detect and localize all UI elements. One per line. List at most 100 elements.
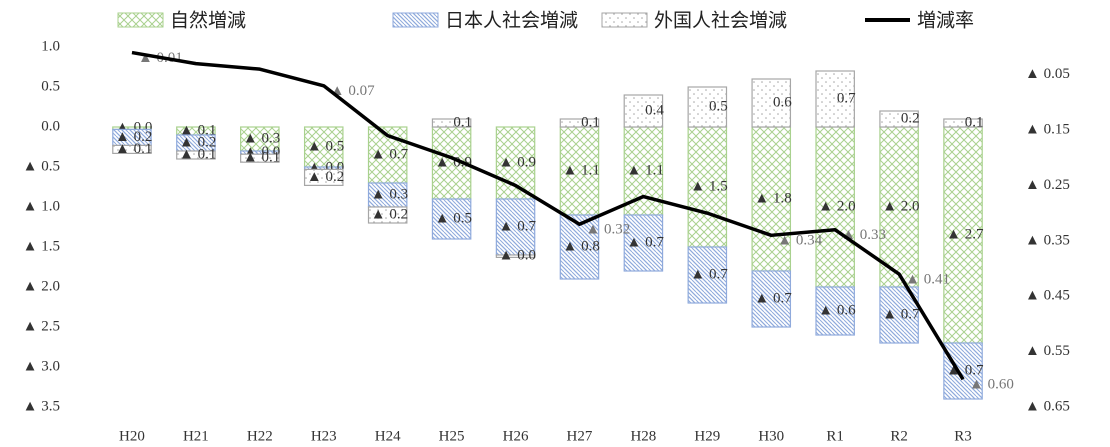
y-tick-label: 1.0 xyxy=(41,38,60,54)
data-label: 0.1 xyxy=(453,114,472,130)
data-label: 0.7 xyxy=(837,90,856,106)
data-label: ▲ 0.7 xyxy=(690,266,728,282)
data-label: ▲ 0.9 xyxy=(435,154,472,170)
data-label: 0.4 xyxy=(645,102,664,118)
legend-label: 増減率 xyxy=(917,10,974,32)
bar xyxy=(112,144,152,154)
x-tick-label: H25 xyxy=(439,428,465,444)
bar xyxy=(431,198,472,240)
bar xyxy=(815,286,855,336)
y2-tick-label: ▲ 0.65 xyxy=(1025,398,1070,414)
data-label: ▲ 0.1 xyxy=(243,150,280,166)
bar xyxy=(943,118,983,128)
x-tick-label: H27 xyxy=(567,428,593,444)
bar xyxy=(879,110,919,128)
data-label: ▲ 1.1 xyxy=(626,162,663,178)
bar xyxy=(751,78,792,128)
bar xyxy=(495,254,536,258)
legend-label: 日本人社会増減 xyxy=(445,10,578,32)
y-tick-label: ▲ 2.5 xyxy=(23,318,60,334)
data-label: ▲ 2.0 xyxy=(818,198,855,214)
data-label: ▲ 1.5 xyxy=(690,178,727,194)
y-tick-label: ▲ 1.5 xyxy=(23,238,60,254)
data-label: ▲ 0.7 xyxy=(882,306,920,322)
x-tick-label: H30 xyxy=(758,428,784,444)
data-label: 0.1 xyxy=(965,114,984,130)
data-label: ▲ 0.8 xyxy=(563,238,600,254)
bar xyxy=(815,126,855,288)
data-label: ▲ 0.2 xyxy=(115,129,152,145)
legend-label: 外国人社会増減 xyxy=(654,10,787,32)
line-label: ▲ 0.07 xyxy=(330,83,375,99)
data-label: ▲ 1.8 xyxy=(754,190,791,206)
y-tick-label: 0.0 xyxy=(41,118,60,134)
x-tick-label: H23 xyxy=(311,428,337,444)
y2-tick-label: ▲ 0.15 xyxy=(1025,122,1070,138)
line xyxy=(131,50,965,381)
line-label: ▲ 0.41 xyxy=(905,272,950,288)
data-label: ▲ 0.7 xyxy=(754,290,792,306)
data-label: ▲ 0.0 xyxy=(499,248,536,264)
data-label: ▲ 0.3 xyxy=(243,130,280,146)
data-label: ▲ 1.1 xyxy=(563,162,600,178)
bar xyxy=(559,126,600,216)
data-label: ▲ 0.7 xyxy=(499,218,537,234)
data-label: ▲ 0.1 xyxy=(115,141,152,157)
legend-swatch xyxy=(392,12,439,28)
bar xyxy=(559,118,600,128)
y-tick-label: ▲ 3.0 xyxy=(23,358,60,374)
data-label: ▲ 0.3 xyxy=(371,186,408,202)
data-label: ▲ 0.5 xyxy=(435,210,472,226)
bar xyxy=(431,118,472,128)
bar xyxy=(623,214,664,272)
y2-tick-label: ▲ 0.25 xyxy=(1025,177,1070,193)
x-tick-label: R1 xyxy=(826,428,844,444)
x-tick-label: H20 xyxy=(119,428,145,444)
y2-tick-label: ▲ 0.55 xyxy=(1025,343,1070,359)
y2-tick-label: ▲ 0.45 xyxy=(1025,288,1070,304)
line-label: ▲ 0.34 xyxy=(777,233,822,249)
x-tick-label: H26 xyxy=(503,428,529,444)
bar xyxy=(240,153,280,163)
x-tick-label: H22 xyxy=(247,428,273,444)
bar xyxy=(623,94,664,128)
x-tick-label: R2 xyxy=(890,428,908,444)
data-label: 0.5 xyxy=(709,98,728,114)
data-label: ▲ 0.6 xyxy=(818,302,856,318)
legend-swatch xyxy=(601,12,648,28)
data-label: ▲ 0.9 xyxy=(499,154,536,170)
data-label: ▲ 0.2 xyxy=(371,206,408,222)
legend-label: 自然増減 xyxy=(170,10,246,32)
line-label: ▲ 0.60 xyxy=(969,377,1014,393)
legend-swatch xyxy=(117,12,164,28)
x-tick-label: H28 xyxy=(630,428,656,444)
data-label: ▲ 0.2 xyxy=(307,169,344,185)
y-tick-label: ▲ 2.0 xyxy=(23,278,60,294)
bar xyxy=(495,198,536,256)
y2-tick-label: ▲ 0.05 xyxy=(1025,66,1070,82)
x-tick-label: H24 xyxy=(375,428,401,444)
bar xyxy=(943,342,983,400)
bar xyxy=(176,150,216,160)
bar xyxy=(367,206,408,224)
y-tick-label: ▲ 3.5 xyxy=(23,398,60,414)
y2-tick-label: ▲ 0.35 xyxy=(1025,232,1070,248)
data-label: 0.6 xyxy=(773,94,792,110)
bar xyxy=(303,168,344,186)
bar xyxy=(687,246,728,304)
bar xyxy=(687,86,728,128)
data-label: ▲ 0.2 xyxy=(179,134,216,150)
data-label: ▲ 0.7 xyxy=(626,234,664,250)
y-tick-label: ▲ 1.0 xyxy=(23,198,60,214)
line-label: ▲ 0.33 xyxy=(841,227,886,243)
bar xyxy=(943,126,983,344)
data-label: ▲ 0.5 xyxy=(307,138,344,154)
bar xyxy=(815,70,855,128)
y-tick-label: ▲ 0.5 xyxy=(23,158,60,174)
bar xyxy=(303,126,344,168)
x-tick-label: R3 xyxy=(954,428,972,444)
data-label: ▲ 2.0 xyxy=(882,198,919,214)
bar xyxy=(240,126,280,152)
line-label: ▲ 0.32 xyxy=(585,222,630,238)
